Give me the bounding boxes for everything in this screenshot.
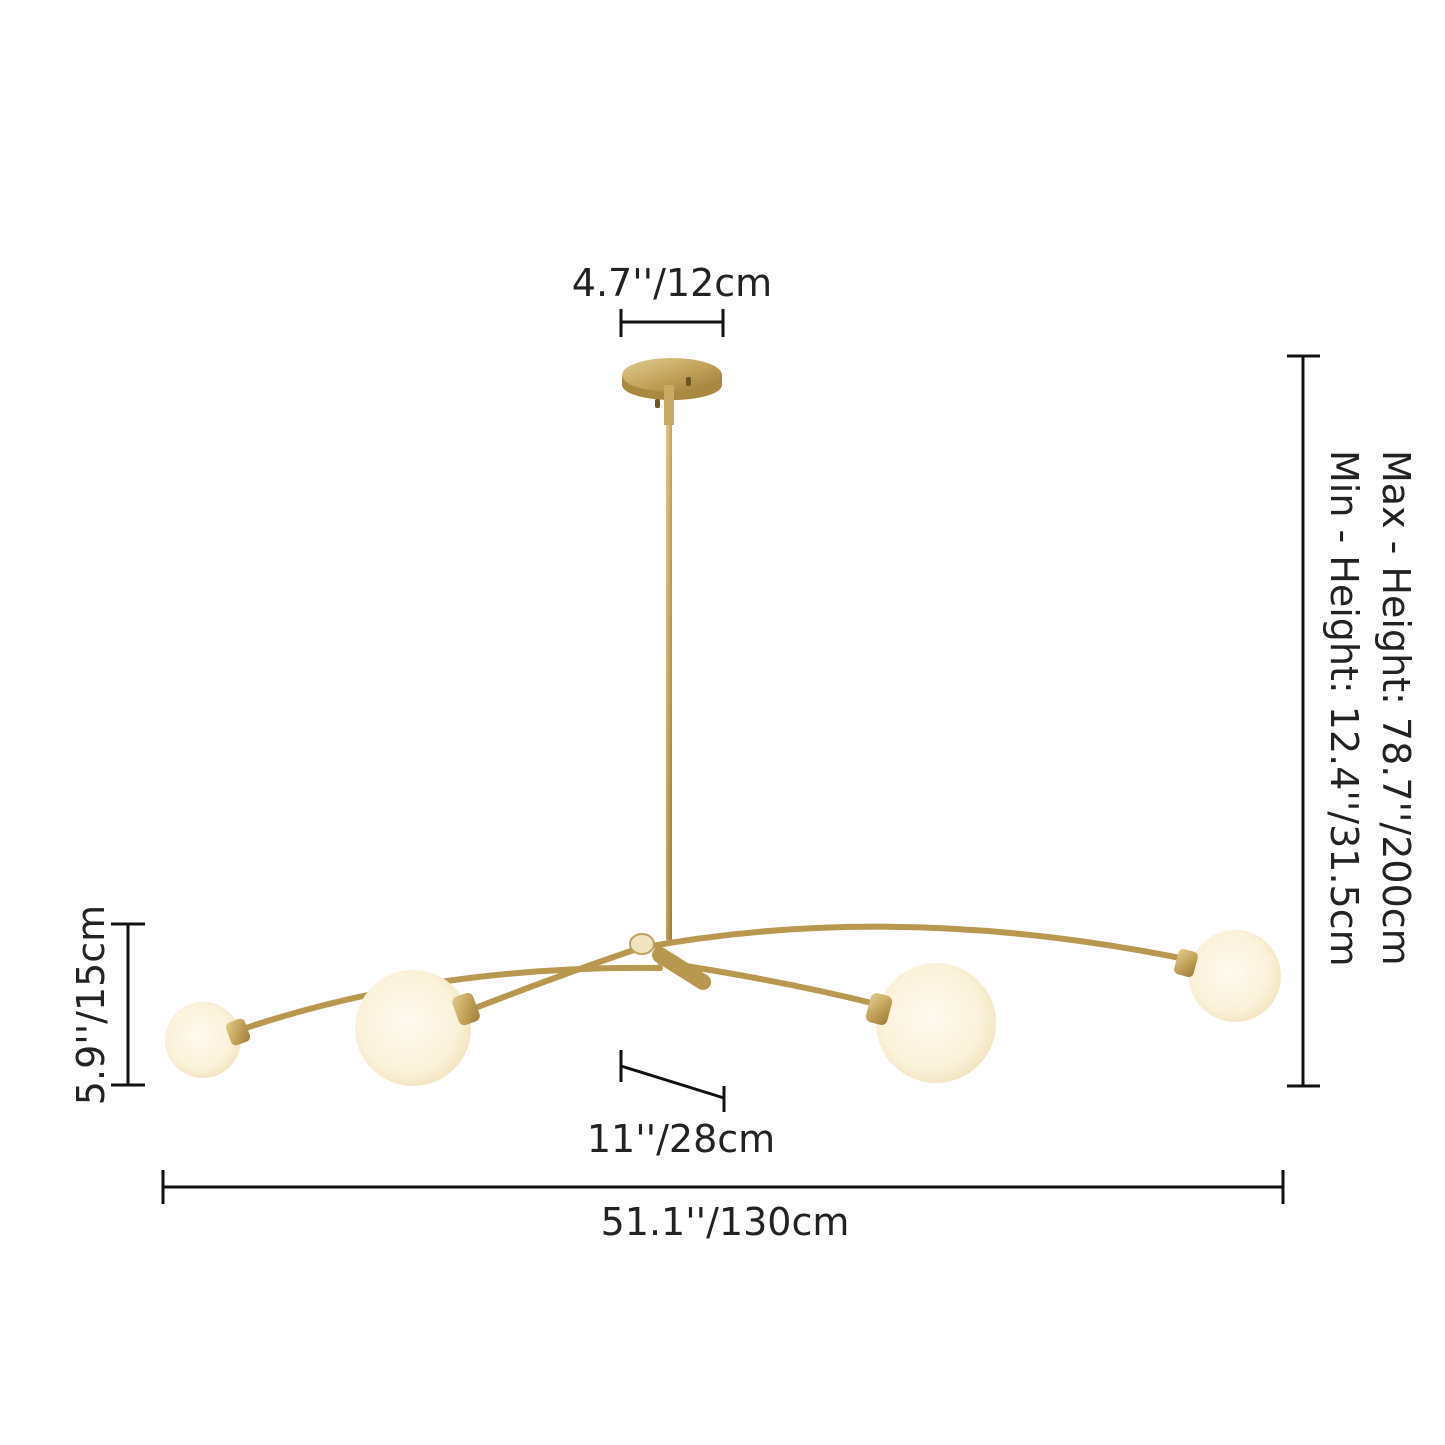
- max-height-label: Max - Height: 78.7''/200cm: [1374, 450, 1418, 966]
- globe-3: [865, 963, 996, 1083]
- globe-1: [165, 1002, 251, 1078]
- canopy-width-dimension: 4.7''/12cm: [572, 261, 772, 337]
- lamp-arms: [237, 923, 1193, 1033]
- arm-offset-label: 11''/28cm: [587, 1117, 775, 1161]
- down-rod: [666, 385, 672, 940]
- globe-height-label: 5.9''/15cm: [69, 905, 113, 1105]
- min-height-label: Min - Height: 12.4''/31.5cm: [1322, 450, 1366, 967]
- globe-height-dimension: 5.9''/15cm: [69, 905, 145, 1105]
- total-width-label: 51.1''/130cm: [601, 1200, 850, 1244]
- globe-2: [355, 970, 480, 1086]
- height-dimension: Max - Height: 78.7''/200cm Min - Height:…: [1287, 354, 1418, 1088]
- arm-offset-dimension: 11''/28cm: [587, 1050, 775, 1161]
- globe-4: [1174, 930, 1281, 1022]
- center-joint-cap: [629, 933, 655, 955]
- total-width-dimension: 51.1''/130cm: [161, 1170, 1285, 1244]
- canopy-width-label: 4.7''/12cm: [572, 261, 772, 305]
